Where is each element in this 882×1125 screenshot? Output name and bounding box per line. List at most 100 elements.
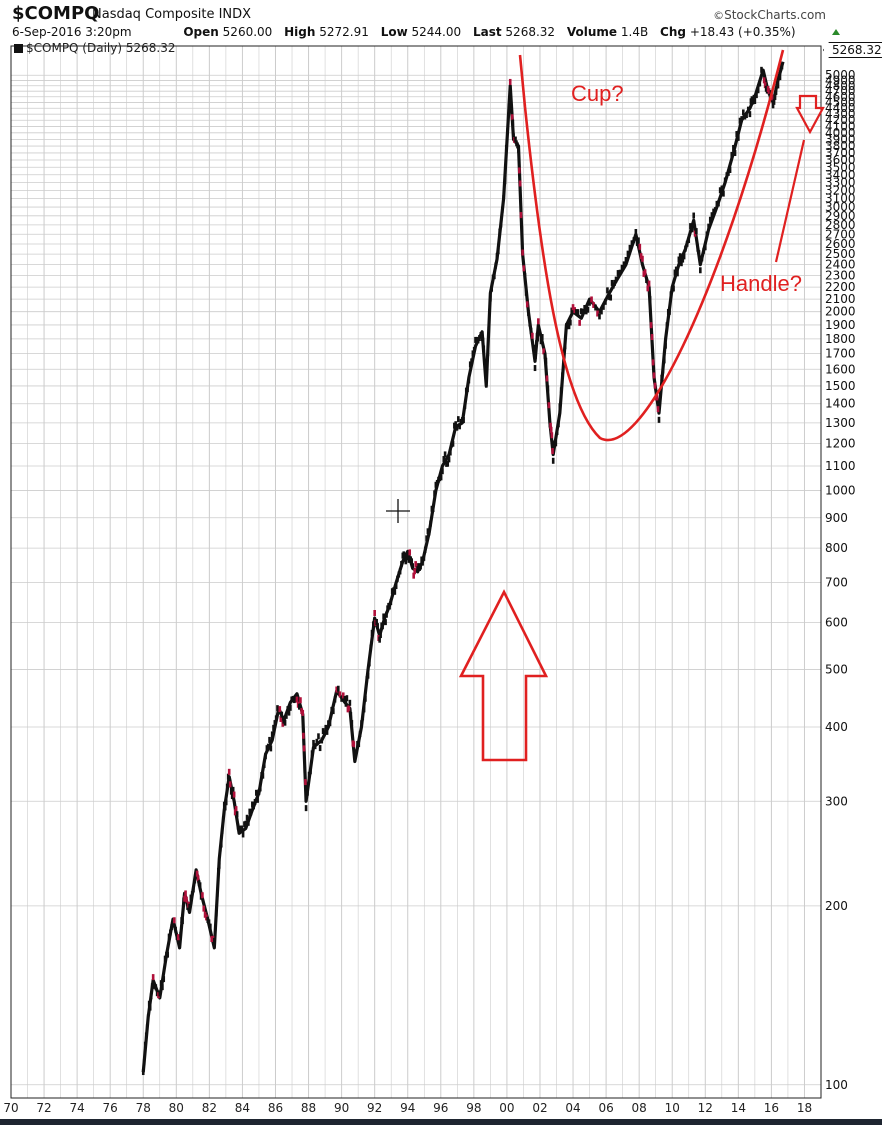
price-tick	[353, 755, 357, 762]
price-tick	[672, 285, 675, 292]
brand-mark: ©	[713, 9, 725, 22]
price-tick	[697, 250, 701, 257]
price-tick	[571, 304, 575, 311]
y-tick-label: 200	[825, 899, 848, 913]
y-tick-label: 2800	[825, 218, 856, 232]
last-label: Last	[472, 25, 502, 39]
y-tick-label: 4600	[825, 90, 856, 104]
price-tick	[286, 706, 290, 713]
price-tick	[413, 568, 416, 575]
x-tick-label: 84	[235, 1101, 250, 1115]
price-tick	[483, 358, 486, 365]
price-tick	[338, 691, 342, 698]
price-tick	[523, 272, 527, 279]
grid-lines	[10, 46, 822, 1098]
price-tick	[491, 274, 495, 281]
price-tick	[637, 237, 640, 244]
price-tick	[243, 821, 246, 828]
price-tick	[584, 308, 588, 315]
price-tick	[780, 63, 784, 70]
open-value: 5260.00	[222, 25, 273, 39]
price-tick	[224, 799, 228, 806]
price-tick	[484, 369, 487, 376]
price-tick	[557, 421, 560, 428]
price-tick	[231, 786, 235, 793]
y-tick-label: 2300	[825, 269, 856, 283]
price-tick	[485, 361, 489, 368]
price-tick	[681, 256, 685, 263]
price-tick	[722, 190, 725, 197]
price-tick	[169, 929, 172, 936]
price-tick	[666, 308, 670, 315]
price-tick	[309, 768, 312, 775]
up-triangle-icon	[832, 29, 840, 35]
price-tick	[306, 789, 309, 796]
price-tick	[442, 456, 446, 463]
price-tick	[775, 76, 779, 83]
brand-logo[interactable]: ©StockCharts.com	[713, 8, 826, 22]
price-tick	[241, 831, 245, 838]
price-tick	[600, 308, 603, 315]
price-tick	[216, 890, 219, 897]
price-tick	[205, 914, 208, 921]
y-tick-label: 4300	[825, 107, 856, 121]
y-tick-label: 2600	[825, 237, 856, 251]
price-tick	[221, 816, 225, 823]
price-tick	[712, 208, 715, 215]
price-tick	[543, 352, 547, 359]
x-tick-label: 94	[400, 1101, 415, 1115]
price-tick	[379, 632, 382, 639]
price-tick	[725, 172, 729, 179]
price-tick	[609, 294, 613, 301]
price-tick	[421, 559, 424, 566]
y-tick-label: 100	[825, 1078, 848, 1092]
price-tick	[439, 474, 443, 481]
price-tick	[696, 245, 699, 252]
price-tick	[176, 934, 180, 941]
price-tick	[303, 766, 307, 773]
price-tick	[544, 357, 548, 364]
y-tick-label: 2100	[825, 292, 856, 306]
price-tick	[554, 440, 558, 447]
price-tick	[145, 1024, 149, 1031]
x-tick-label: 08	[632, 1101, 647, 1115]
price-tick	[356, 740, 359, 747]
price-tick	[196, 875, 200, 882]
price-tick	[291, 695, 295, 702]
price-tick	[301, 709, 305, 716]
price-tick	[687, 236, 691, 243]
x-tick-label: 96	[433, 1101, 448, 1115]
price-tick	[459, 418, 463, 425]
price-tick	[437, 476, 440, 483]
price-tick	[362, 706, 366, 713]
price-tick	[400, 561, 403, 568]
price-tick	[650, 334, 654, 341]
volume-value: 1.4B	[620, 25, 649, 39]
price-tick	[392, 587, 395, 594]
price-tick	[232, 791, 236, 798]
price-tick	[521, 249, 524, 256]
price-tick	[549, 426, 553, 433]
brand-name: StockCharts.com	[724, 8, 826, 22]
price-tick	[457, 416, 460, 423]
price-tick	[746, 106, 750, 113]
price-tick	[467, 377, 471, 384]
y-tick-label: 4900	[825, 73, 856, 87]
price-tick	[612, 282, 615, 289]
price-tick	[678, 253, 682, 260]
price-tick	[569, 319, 572, 326]
x-tick-label: 74	[69, 1101, 84, 1115]
price-tick	[639, 253, 643, 260]
price-tick	[142, 1059, 146, 1066]
price-tick	[651, 359, 655, 366]
price-tick	[774, 88, 778, 95]
price-tick	[327, 720, 330, 727]
price-tick	[762, 77, 766, 84]
price-tick	[302, 745, 306, 752]
price-tick	[252, 803, 255, 810]
price-tick	[533, 365, 537, 372]
price-tick	[771, 102, 775, 109]
price-tick	[598, 313, 601, 320]
price-tick	[249, 809, 253, 816]
